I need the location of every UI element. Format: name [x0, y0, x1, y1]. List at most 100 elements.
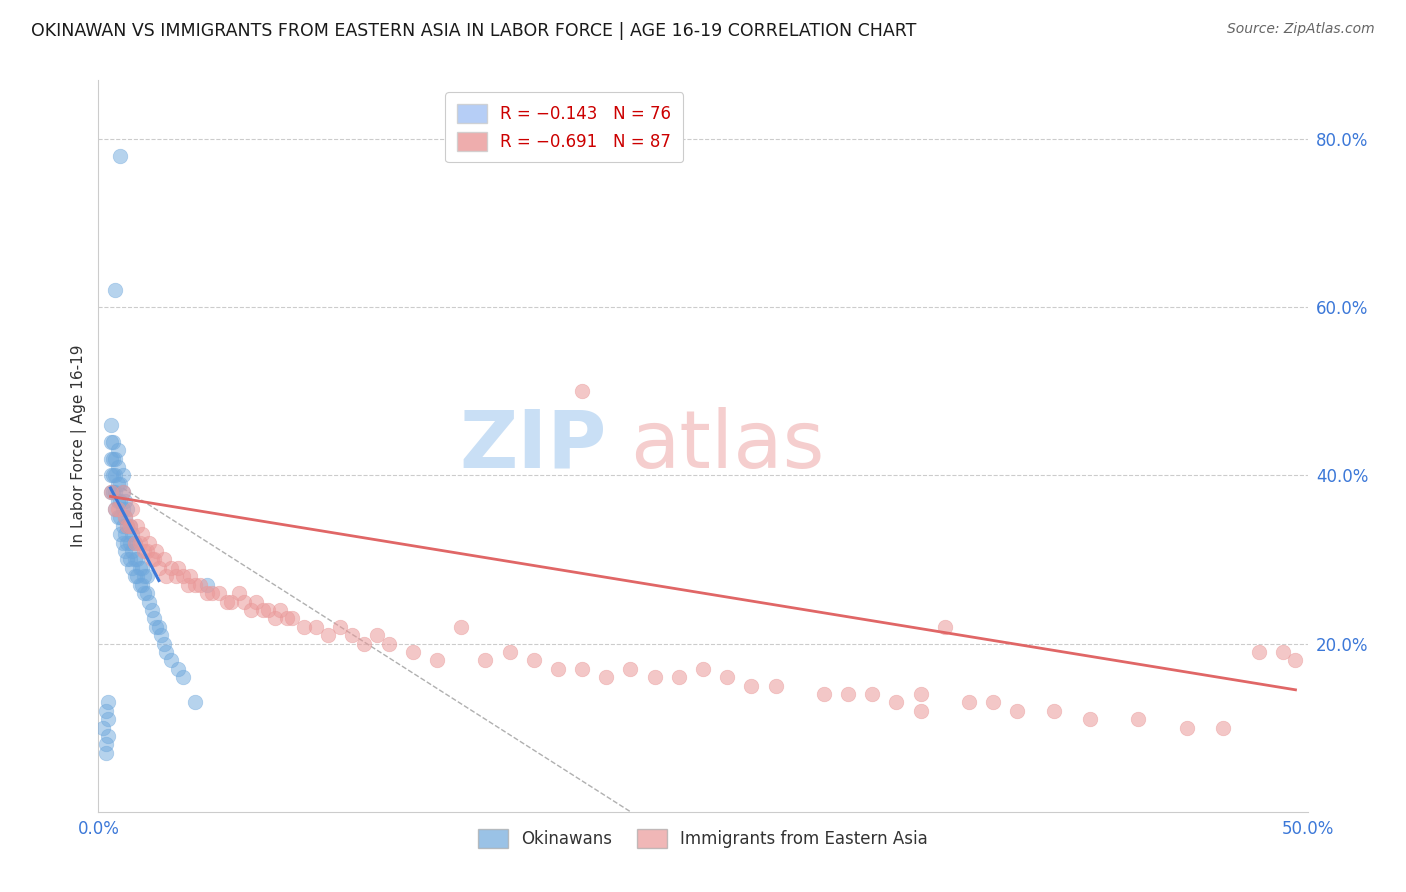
- Point: [165, 569, 187, 583]
- Point: [97, 712, 120, 726]
- Point: [215, 594, 238, 608]
- Point: [644, 670, 666, 684]
- Point: [107, 502, 129, 516]
- Point: [143, 611, 166, 625]
- Point: [221, 594, 243, 608]
- Point: [1042, 704, 1064, 718]
- Point: [264, 611, 287, 625]
- Point: [1212, 721, 1234, 735]
- Point: [195, 578, 218, 592]
- Point: [121, 527, 143, 541]
- Legend: Okinawans, Immigrants from Eastern Asia: Okinawans, Immigrants from Eastern Asia: [468, 819, 938, 858]
- Point: [474, 653, 496, 667]
- Text: OKINAWAN VS IMMIGRANTS FROM EASTERN ASIA IN LABOR FORCE | AGE 16-19 CORRELATION : OKINAWAN VS IMMIGRANTS FROM EASTERN ASIA…: [31, 22, 917, 40]
- Point: [155, 645, 177, 659]
- Point: [100, 485, 122, 500]
- Point: [97, 729, 120, 743]
- Point: [128, 578, 150, 592]
- Point: [353, 636, 375, 650]
- Point: [1249, 645, 1271, 659]
- Point: [131, 527, 153, 541]
- Point: [813, 687, 835, 701]
- Point: [104, 284, 127, 298]
- Point: [97, 695, 120, 709]
- Point: [595, 670, 617, 684]
- Point: [117, 552, 139, 566]
- Point: [134, 544, 156, 558]
- Y-axis label: In Labor Force | Age 16-19: In Labor Force | Age 16-19: [72, 344, 87, 548]
- Point: [188, 578, 211, 592]
- Point: [860, 687, 883, 701]
- Point: [111, 535, 134, 549]
- Point: [114, 510, 136, 524]
- Point: [426, 653, 449, 667]
- Point: [114, 510, 136, 524]
- Point: [114, 527, 136, 541]
- Point: [114, 544, 136, 558]
- Point: [145, 544, 167, 558]
- Point: [124, 569, 146, 583]
- Point: [619, 662, 641, 676]
- Point: [692, 662, 714, 676]
- Point: [141, 552, 163, 566]
- Point: [934, 620, 956, 634]
- Point: [172, 569, 194, 583]
- Point: [281, 611, 304, 625]
- Point: [167, 662, 190, 676]
- Point: [239, 603, 262, 617]
- Point: [107, 476, 129, 491]
- Point: [128, 561, 150, 575]
- Point: [101, 485, 124, 500]
- Point: [91, 721, 114, 735]
- Point: [111, 519, 134, 533]
- Point: [135, 586, 157, 600]
- Point: [127, 569, 149, 583]
- Point: [167, 561, 190, 575]
- Point: [104, 502, 127, 516]
- Point: [121, 544, 143, 558]
- Point: [117, 519, 139, 533]
- Point: [1007, 704, 1029, 718]
- Point: [160, 561, 183, 575]
- Point: [402, 645, 425, 659]
- Point: [104, 468, 127, 483]
- Point: [329, 620, 352, 634]
- Point: [886, 695, 908, 709]
- Point: [208, 586, 231, 600]
- Point: [104, 502, 127, 516]
- Point: [111, 485, 134, 500]
- Point: [141, 603, 163, 617]
- Point: [172, 670, 194, 684]
- Point: [1128, 712, 1150, 726]
- Point: [316, 628, 339, 642]
- Text: atlas: atlas: [630, 407, 825, 485]
- Point: [94, 738, 117, 752]
- Point: [108, 527, 131, 541]
- Point: [94, 704, 117, 718]
- Point: [107, 460, 129, 475]
- Point: [128, 535, 150, 549]
- Point: [256, 603, 278, 617]
- Point: [100, 451, 122, 466]
- Point: [179, 569, 201, 583]
- Point: [101, 468, 124, 483]
- Point: [228, 586, 250, 600]
- Point: [765, 679, 787, 693]
- Point: [305, 620, 328, 634]
- Point: [269, 603, 291, 617]
- Point: [342, 628, 364, 642]
- Point: [135, 569, 157, 583]
- Point: [108, 493, 131, 508]
- Point: [1175, 721, 1198, 735]
- Text: Source: ZipAtlas.com: Source: ZipAtlas.com: [1227, 22, 1375, 37]
- Point: [134, 586, 156, 600]
- Point: [366, 628, 388, 642]
- Point: [108, 149, 131, 163]
- Point: [195, 586, 218, 600]
- Point: [232, 594, 254, 608]
- Point: [177, 578, 200, 592]
- Point: [143, 552, 166, 566]
- Point: [145, 620, 167, 634]
- Point: [104, 485, 127, 500]
- Point: [111, 468, 134, 483]
